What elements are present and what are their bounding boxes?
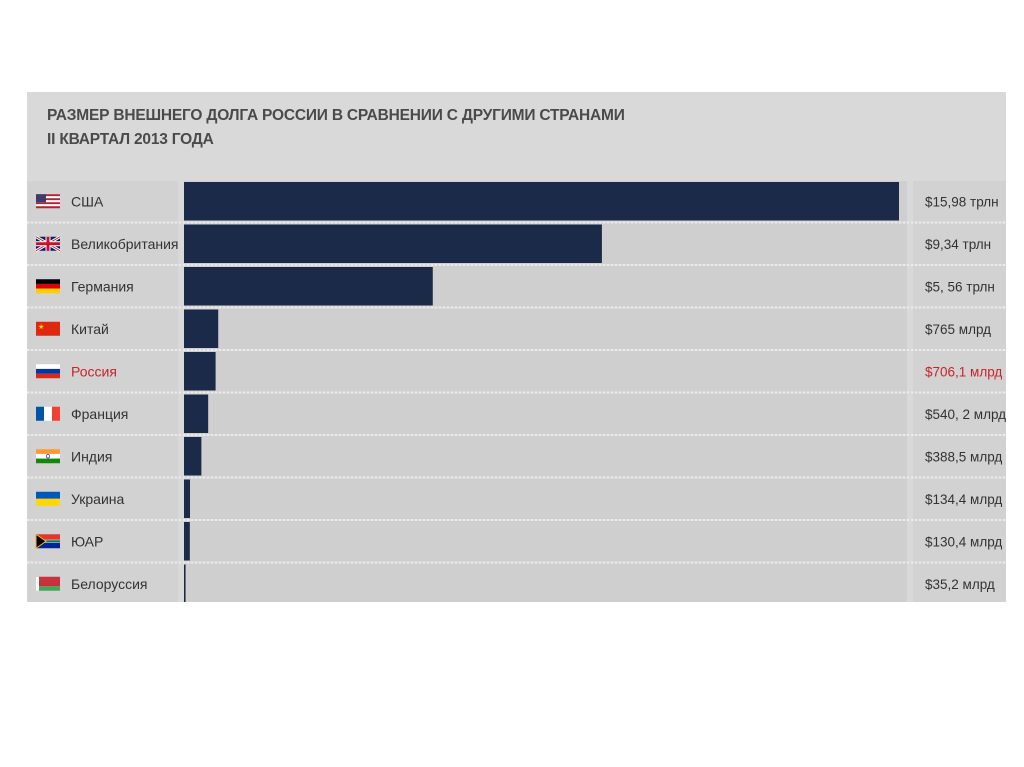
- row-track: [184, 393, 907, 434]
- row-track: [184, 351, 907, 392]
- row-value-bg: [913, 393, 1006, 434]
- category-label: Белоруссия: [71, 576, 148, 592]
- bar: [184, 224, 602, 263]
- category-label: Китай: [71, 321, 109, 337]
- row-value-bg: [913, 478, 1006, 519]
- chart-subtitle: II КВАРТАЛ 2013 ГОДА: [47, 131, 214, 148]
- row-value-bg: [913, 181, 1006, 222]
- flag-france-icon: [36, 406, 60, 421]
- flag-belarus-icon: [36, 576, 60, 591]
- bar: [184, 564, 186, 602]
- row-value-bg: [913, 521, 1006, 562]
- chart-title-line: РАЗМЕР ВНЕШНЕГО ДОЛГА РОССИИ В СРАВНЕНИИ…: [47, 107, 625, 124]
- flag-china-icon: ★: [36, 321, 60, 336]
- bar: [184, 352, 216, 391]
- row-value-bg: [913, 563, 1006, 602]
- value-label: $540, 2 млрд: [925, 407, 1006, 422]
- row-value-bg: [913, 266, 1006, 307]
- flag-uk-icon: [35, 235, 61, 253]
- value-label: $5, 56 трлн: [925, 279, 995, 294]
- svg-text:★: ★: [38, 323, 44, 331]
- row-value-bg: [913, 223, 1006, 264]
- category-label: Великобритания: [71, 236, 179, 252]
- category-label: Германия: [71, 278, 134, 294]
- flag-russia-icon: [36, 364, 60, 379]
- flag-india-icon: [36, 449, 60, 464]
- value-label: $765 млрд: [925, 322, 991, 337]
- value-label: $388,5 млрд: [925, 449, 1002, 464]
- flag-usa-icon: [36, 194, 60, 209]
- flag-ukraine-icon: [36, 491, 60, 506]
- row-track: [184, 436, 907, 477]
- row-track: [184, 478, 907, 519]
- category-label: Индия: [71, 448, 112, 464]
- chart-panel: РАЗМЕР ВНЕШНЕГО ДОЛГА РОССИИ В СРАВНЕНИИ…: [27, 92, 1006, 602]
- debt-bar-chart: США $15,98 трлн Великобритания $9,34 трлн Ге…: [27, 181, 1006, 602]
- category-label: ЮАР: [71, 533, 103, 549]
- row-value-bg: [913, 351, 1006, 392]
- category-label: Франция: [71, 406, 128, 422]
- chart-title: РАЗМЕР ВНЕШНЕГО ДОЛГА РОССИИ В СРАВНЕНИИ…: [47, 104, 625, 152]
- flag-germany-icon: [36, 279, 60, 294]
- value-label: $706,1 млрд: [925, 364, 1002, 379]
- category-label: США: [71, 193, 104, 209]
- bar: [184, 437, 202, 476]
- value-label: $134,4 млрд: [925, 492, 1002, 507]
- bar: [184, 394, 209, 433]
- category-label: Украина: [71, 491, 125, 507]
- flag-south-africa-icon: [35, 533, 60, 550]
- bar: [184, 309, 219, 348]
- row-value-bg: [913, 436, 1006, 477]
- row-track: [184, 308, 907, 349]
- bar: [184, 522, 190, 561]
- bar: [184, 267, 433, 306]
- row-value-bg: [913, 308, 1006, 349]
- value-label: $35,2 млрд: [925, 577, 995, 592]
- row-track: [184, 521, 907, 562]
- bar: [184, 182, 899, 221]
- category-label: Россия: [71, 363, 117, 379]
- value-label: $9,34 трлн: [925, 237, 991, 252]
- row-track: [184, 563, 907, 602]
- value-label: $15,98 трлн: [925, 194, 999, 209]
- value-label: $130,4 млрд: [925, 534, 1002, 549]
- bar: [184, 479, 191, 518]
